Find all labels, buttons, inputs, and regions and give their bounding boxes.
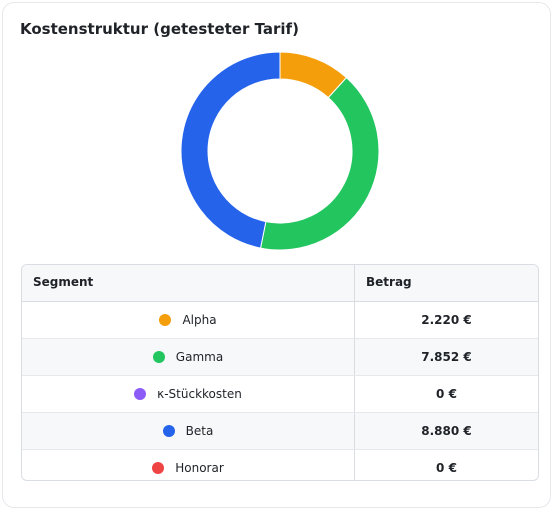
legend-dot-icon: [152, 351, 165, 363]
segment-cell: Alpha: [22, 302, 355, 338]
segment-label: κ-Stückkosten: [157, 387, 242, 401]
segment-label: Beta: [185, 424, 214, 438]
cost-table: Segment Betrag Alpha 2.220 € Gamma: [21, 264, 539, 481]
amount-value: 8.880 €: [421, 424, 472, 438]
segment-cell: Beta: [22, 413, 355, 449]
segment-cell: Gamma: [22, 339, 355, 375]
card-title: Kostenstruktur (getesteter Tarif): [20, 20, 299, 38]
table-row: κ-Stückkosten 0 €: [22, 375, 538, 412]
header-amount-label: Betrag: [366, 275, 412, 289]
header-amount-cell: Betrag: [355, 265, 538, 301]
cost-structure-card: Kostenstruktur (getesteter Tarif) Segmen…: [2, 2, 551, 508]
segment-label: Alpha: [182, 313, 217, 327]
amount-value: 0 €: [436, 387, 457, 401]
segment-cell: Honorar: [22, 450, 355, 480]
legend-dot-icon: [134, 388, 147, 400]
amount-cell: 7.852 €: [355, 339, 538, 375]
table-row: Alpha 2.220 €: [22, 302, 538, 338]
amount-cell: 0 €: [355, 450, 538, 480]
amount-value: 0 €: [436, 461, 457, 475]
segment-label: Gamma: [175, 350, 224, 364]
header-segment-cell: Segment: [22, 265, 355, 301]
table-row: Gamma 7.852 €: [22, 338, 538, 375]
legend-dot-icon: [152, 462, 165, 474]
legend-dot-icon: [162, 425, 175, 437]
segment-cell: κ-Stückkosten: [22, 376, 355, 412]
header-segment-label: Segment: [33, 275, 94, 289]
amount-cell: 0 €: [355, 376, 538, 412]
amount-value: 7.852 €: [421, 350, 472, 364]
table-header: Segment Betrag: [22, 265, 538, 302]
segment-label: Honorar: [175, 461, 224, 475]
legend-dot-icon: [159, 314, 172, 326]
table-row: Beta 8.880 €: [22, 412, 538, 449]
donut-slice-gamma: [259, 76, 380, 251]
cost-donut-chart: [180, 51, 380, 251]
amount-value: 2.220 €: [421, 313, 472, 327]
table-row: Honorar 0 €: [22, 449, 538, 480]
donut-slice-beta: [180, 51, 281, 249]
amount-cell: 8.880 €: [355, 413, 538, 449]
amount-cell: 2.220 €: [355, 302, 538, 338]
